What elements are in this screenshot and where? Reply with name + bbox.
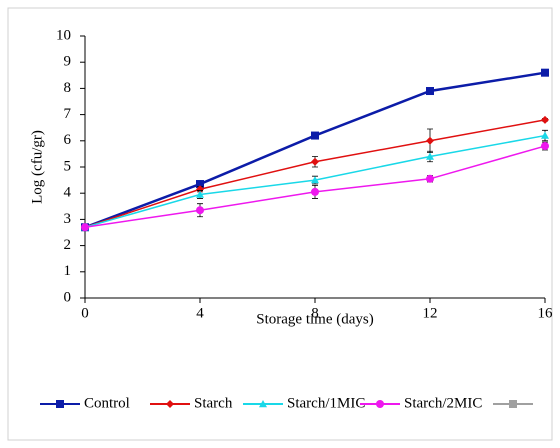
x-tick-label: 4 xyxy=(196,305,204,321)
legend-label: Starch/2MIC xyxy=(404,395,482,411)
y-tick-label: 10 xyxy=(56,27,71,43)
y-tick-label: 6 xyxy=(64,132,72,148)
marker xyxy=(196,190,204,198)
y-tick-label: 5 xyxy=(64,158,72,174)
legend-marker xyxy=(166,400,174,408)
marker xyxy=(196,206,204,215)
y-tick-label: 0 xyxy=(64,289,72,305)
marker xyxy=(426,174,434,183)
marker xyxy=(541,115,549,124)
marker xyxy=(311,157,319,166)
chart-frame xyxy=(7,7,553,441)
y-tick-label: 8 xyxy=(64,80,72,96)
x-tick-label: 12 xyxy=(423,305,438,321)
x-tick-label: 16 xyxy=(538,305,554,321)
y-tick-label: 1 xyxy=(64,263,72,279)
x-tick-label: 0 xyxy=(81,305,89,321)
marker xyxy=(426,87,434,96)
marker xyxy=(541,142,549,151)
legend-marker xyxy=(376,400,384,408)
y-tick-label: 9 xyxy=(64,54,72,70)
marker xyxy=(541,68,549,77)
legend-marker xyxy=(259,400,267,408)
x-axis-label: Storage time (days) xyxy=(256,311,373,327)
y-tick-label: 7 xyxy=(64,106,72,122)
marker xyxy=(541,131,549,139)
legend-marker xyxy=(56,400,64,408)
y-tick-label: 2 xyxy=(64,237,72,253)
marker xyxy=(311,176,319,184)
y-axis-label: Log (cfu/gr) xyxy=(29,130,45,204)
marker xyxy=(426,136,434,145)
marker xyxy=(311,131,319,140)
legend-label: Control xyxy=(84,395,130,411)
legend-label: Starch xyxy=(194,395,233,411)
marker xyxy=(196,180,204,189)
y-tick-label: 4 xyxy=(64,185,72,201)
legend-label: Starch/1MIC xyxy=(287,395,365,411)
marker xyxy=(196,185,204,194)
legend-marker xyxy=(509,400,517,408)
marker xyxy=(426,152,434,160)
y-tick-label: 3 xyxy=(64,211,72,227)
x-tick-label: 8 xyxy=(311,305,319,321)
marker xyxy=(81,223,89,232)
marker xyxy=(311,187,319,196)
